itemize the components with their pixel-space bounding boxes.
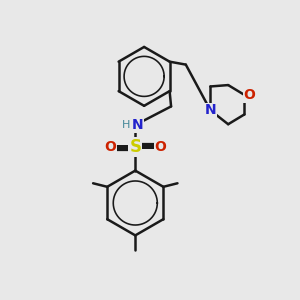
Text: O: O (244, 88, 256, 102)
Text: H: H (122, 120, 130, 130)
Text: O: O (154, 140, 166, 154)
Text: O: O (104, 140, 116, 154)
Text: S: S (129, 138, 141, 156)
Text: N: N (132, 118, 143, 132)
Text: N: N (205, 103, 216, 117)
